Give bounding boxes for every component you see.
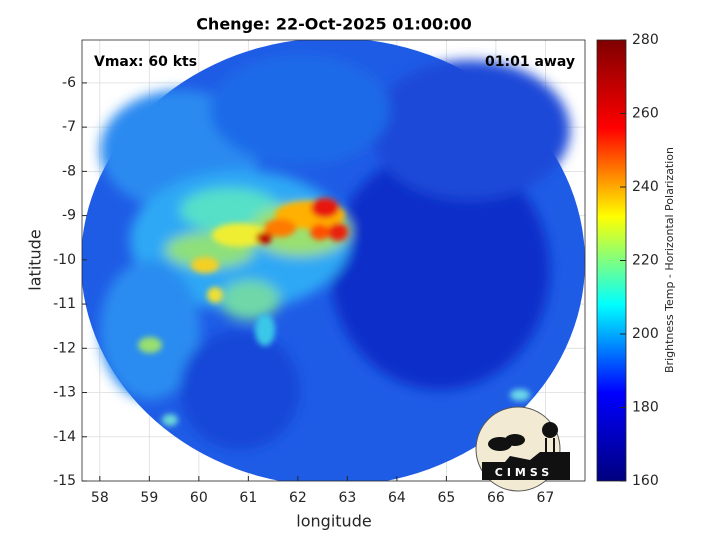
logo-text: CIMSS: [495, 466, 553, 479]
y-tick-label: -10: [53, 252, 76, 268]
y-tick-label: -13: [53, 385, 76, 401]
colorbar-tick-label: 220: [632, 253, 659, 269]
y-tick-label: -12: [53, 340, 76, 356]
colorbar-tick-label: 200: [632, 326, 659, 342]
x-tick-label: 67: [536, 490, 554, 506]
colorbar-tick-label: 260: [632, 106, 659, 122]
y-tick-label: -8: [62, 163, 76, 179]
y-axis-label: latitude: [26, 229, 45, 290]
chart-title: Chenge: 22-Oct-2025 01:00:00: [196, 15, 472, 34]
x-tick-label: 66: [487, 490, 505, 506]
y-tick-label: -9: [62, 208, 76, 224]
x-axis-label: longitude: [296, 512, 371, 531]
vmax-annotation: Vmax: 60 kts: [94, 54, 197, 70]
colorbar-label: Brightness Temp - Horizontal Polarizatio…: [663, 147, 676, 373]
y-tick-label: -7: [62, 119, 76, 135]
y-tick-label: -6: [62, 75, 76, 91]
colorbar-tick-label: 160: [632, 473, 659, 489]
plot-frame: [81, 39, 586, 482]
x-tick-label: 60: [190, 490, 208, 506]
y-tick-label: -14: [53, 429, 76, 445]
colorbar-tick-label: 240: [632, 179, 659, 195]
y-tick-label: -11: [53, 296, 76, 312]
plot-area: CIMSS Vmax: 60 kts 01:01 away: [81, 39, 586, 492]
x-tick-label: 62: [289, 490, 307, 506]
x-tick-label: 63: [338, 490, 356, 506]
time-annotation: 01:01 away: [485, 54, 575, 70]
y-tick-label: -15: [53, 473, 76, 489]
x-tick-label: 61: [239, 490, 257, 506]
logo: CIMSS: [475, 406, 570, 492]
x-tick-label: 58: [91, 490, 109, 506]
x-tick-label: 64: [388, 490, 406, 506]
x-tick-label: 65: [437, 490, 455, 506]
swath-image: [82, 40, 585, 481]
colorbar-tick-label: 280: [632, 32, 659, 48]
x-tick-label: 59: [140, 490, 158, 506]
colorbar-tick-label: 180: [632, 400, 659, 416]
